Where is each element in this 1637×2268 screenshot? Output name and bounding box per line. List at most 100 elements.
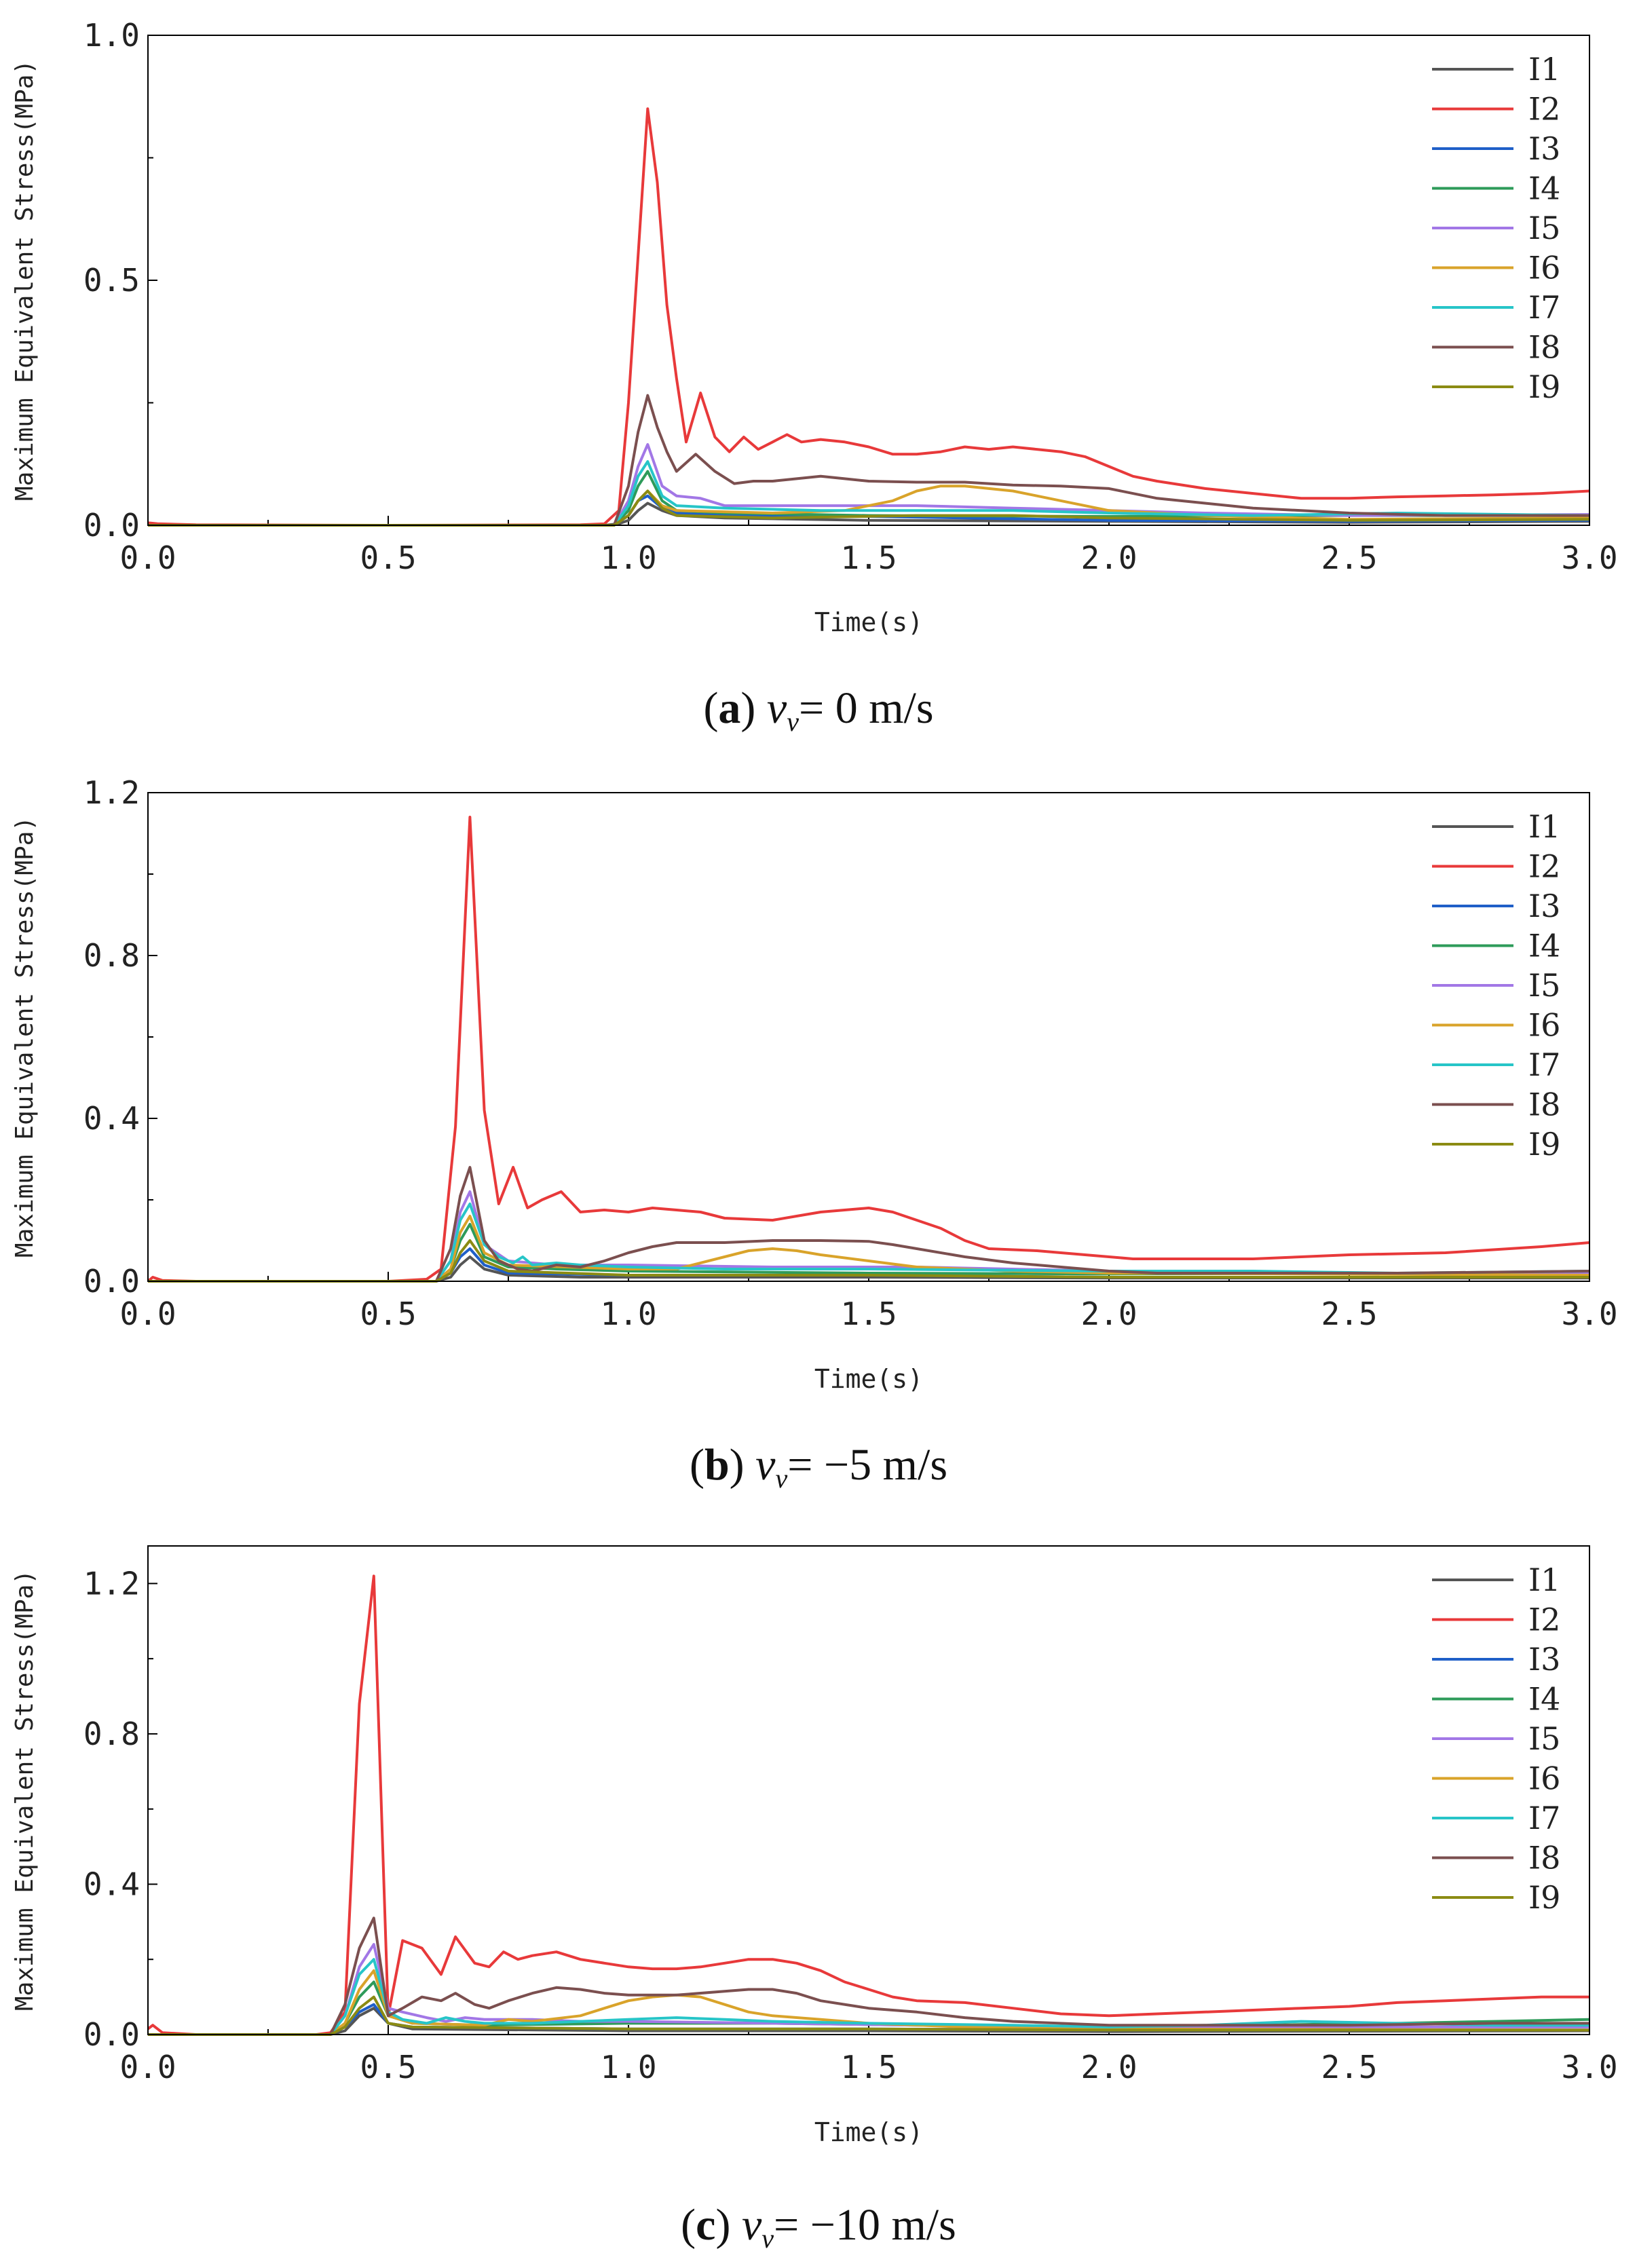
x-tick-label: 0.0 [119,540,176,576]
series-line-i9 [148,1995,1589,2036]
y-axis-label: Maximum Equivalent Stress(MPa) [11,60,39,501]
caption-close-paren: ) [715,2200,730,2250]
plot-area: 0.0 0.5 1.0 1.5 2.0 2.5 3.0 0.0 0.5 1.0 [83,17,1618,576]
series-line-i6 [148,1969,1590,2036]
series-line-i7 [148,460,1590,527]
y-ticks: 0.0 0.5 1.0 [83,17,157,544]
x-tick-label: 0.5 [360,2049,416,2085]
plot-frame [147,35,1590,526]
panel-caption: (b) vv= −5 m/s [690,1440,947,1494]
legend-label: I3 [1528,1641,1560,1678]
x-tick-label: 3.0 [1561,2049,1617,2085]
x-ticks: 0.0 0.5 1.0 1.5 2.0 2.5 3.0 [119,1272,1618,1332]
legend-label: I4 [1528,170,1560,207]
x-axis-label: Time(s) [814,607,923,637]
legend-label: I2 [1528,91,1560,128]
x-ticks: 0.0 0.5 1.0 1.5 2.0 2.5 3.0 [119,2025,1618,2085]
caption-close-paren: ) [730,1440,745,1490]
legend-label: I6 [1528,250,1560,286]
legend-label: I8 [1528,1840,1560,1876]
y-tick-label: 0.0 [83,507,140,544]
chart-panel-c: 0.0 0.5 1.0 1.5 2.0 2.5 3.0 0.0 0.4 0.8 1.2 Maxim… [11,1545,1618,2254]
legend-label: I1 [1528,808,1560,845]
legend-label: I5 [1528,1720,1560,1757]
caption-letter: a [718,683,740,733]
plot-area: 0.0 0.5 1.0 1.5 2.0 2.5 3.0 0.0 0.4 0.8 1.2 [83,1545,1618,2085]
legend-label: I3 [1528,888,1560,924]
caption-value: = −5 m/s [787,1440,947,1490]
series-line-i9 [148,489,1590,527]
legend-label: I2 [1528,1602,1560,1638]
caption-open-paren: ( [690,1440,704,1490]
panel-caption: (a) vv= 0 m/s [703,683,933,737]
x-tick-label: 0.0 [119,1296,176,1332]
series-lines [147,816,1590,1283]
caption-letter: b [704,1440,730,1490]
plot-frame [147,1545,1590,2035]
y-tick-label: 0.8 [83,1716,140,1752]
legend-label: I9 [1528,368,1560,405]
legend-label: I4 [1528,928,1560,964]
x-tick-label: 1.5 [840,1296,897,1332]
series-lines [147,107,1590,527]
legend-label: I7 [1528,1800,1560,1836]
x-tick-label: 1.0 [600,2049,656,2085]
x-tick-label: 0.0 [119,2049,176,2085]
legend-label: I5 [1528,967,1560,1004]
x-tick-label: 1.5 [840,540,897,576]
plot-frame [147,792,1590,1282]
caption-gap [730,2200,742,2250]
legend-label: I1 [1528,51,1560,88]
y-tick-label: 0.0 [83,1263,140,1300]
series-line-i2 [147,1574,1589,2036]
legend-label: I8 [1528,329,1560,366]
caption-gap [755,683,767,733]
x-tick-label: 2.5 [1321,1296,1377,1332]
x-tick-label: 1.0 [600,1296,656,1332]
legend-label: I9 [1528,1126,1560,1163]
legend-label: I4 [1528,1681,1560,1718]
y-tick-label: 1.2 [83,1565,140,1602]
series-line-i6 [148,1215,1590,1283]
series-line-i8 [148,394,1589,527]
y-tick-label: 1.0 [83,17,140,54]
chart-panel-a: 0.0 0.5 1.0 1.5 2.0 2.5 3.0 0.0 0.5 1.0 Maximum … [11,17,1618,737]
y-tick-label: 1.2 [83,774,140,811]
caption-open-paren: ( [703,683,718,733]
y-tick-label: 0.8 [83,937,140,974]
x-tick-label: 3.0 [1561,540,1617,576]
series-line-i2 [147,816,1590,1283]
x-axis-label: Time(s) [814,1364,923,1394]
legend-label: I7 [1528,289,1560,326]
caption-subscript: v [787,706,799,737]
legend-label: I5 [1528,210,1560,246]
x-ticks: 0.0 0.5 1.0 1.5 2.0 2.5 3.0 [119,516,1618,576]
legend-label: I8 [1528,1086,1560,1123]
x-tick-label: 0.5 [360,1296,416,1332]
series-line-i9 [148,1239,1589,1283]
y-tick-label: 0.4 [83,1100,140,1137]
x-tick-label: 2.0 [1080,2049,1137,2085]
caption-value: = −10 m/s [774,2200,956,2250]
series-line-i2 [147,107,1590,527]
caption-open-paren: ( [681,2200,696,2250]
series-line-i7 [148,1958,1589,2036]
legend-label: I9 [1528,1879,1560,1916]
caption-subscript: v [775,1463,787,1494]
x-tick-label: 2.0 [1080,540,1137,576]
caption-subscript: v [761,2223,774,2254]
series-line-i1 [148,1255,1589,1283]
caption-letter: c [696,2200,715,2250]
x-tick-label: 1.0 [600,540,656,576]
x-tick-label: 3.0 [1561,1296,1617,1332]
y-tick-label: 0.0 [83,2016,140,2053]
caption-gap [745,1440,756,1490]
y-axis-label: Maximum Equivalent Stress(MPa) [11,1570,39,2011]
legend-label: I6 [1528,1007,1560,1044]
x-axis-label: Time(s) [814,2117,923,2147]
plot-area: 0.0 0.5 1.0 1.5 2.0 2.5 3.0 0.0 0.4 0.8 1.2 [83,774,1618,1332]
legend-label: I7 [1528,1046,1560,1083]
